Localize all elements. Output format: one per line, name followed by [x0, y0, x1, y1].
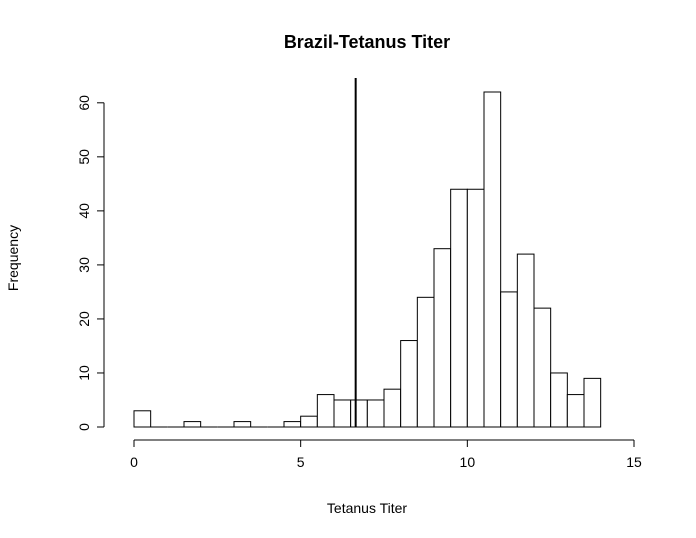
y-tick-label: 30 — [76, 257, 92, 273]
x-tick-label: 10 — [460, 454, 476, 470]
y-tick-label: 0 — [76, 423, 92, 431]
x-tick-label: 0 — [130, 454, 138, 470]
histogram-bar-9 — [283, 421, 302, 428]
histogram-bar-23 — [516, 253, 535, 428]
chart-title: Brazil-Tetanus Titer — [284, 32, 450, 52]
histogram-bar-11 — [316, 394, 335, 428]
histogram-bar-13 — [350, 399, 368, 428]
histogram-bar-6 — [233, 421, 252, 428]
histogram-bar-15 — [383, 388, 402, 428]
histogram-bars — [133, 91, 602, 428]
y-tick-label: 40 — [76, 203, 92, 219]
y-axis-label: Frequency — [5, 225, 21, 291]
y-tick-label: 20 — [76, 311, 92, 327]
histogram-bar-24 — [533, 307, 552, 428]
histogram-bar-20 — [466, 188, 485, 428]
histogram-bar-25 — [550, 372, 568, 428]
histogram-bar-19 — [450, 188, 468, 428]
x-axis-label: Tetanus Titer — [327, 500, 407, 516]
histogram-bar-21 — [483, 91, 502, 428]
histogram-bar-3 — [183, 421, 202, 428]
histogram-bar-14 — [366, 399, 385, 428]
histogram-bar-0 — [133, 410, 152, 428]
y-tick-label: 10 — [76, 365, 92, 381]
x-axis: 0 5 10 15 — [130, 439, 642, 470]
histogram-bar-17 — [416, 296, 435, 428]
y-tick-label: 50 — [76, 149, 92, 165]
y-tick-label: 60 — [76, 95, 92, 111]
histogram-bar-10 — [300, 415, 318, 428]
histogram-bar-22 — [500, 291, 518, 428]
x-tick-label: 15 — [626, 454, 642, 470]
y-axis: 0 10 20 30 40 50 60 — [76, 95, 105, 431]
histogram-bar-26 — [566, 394, 585, 428]
histogram-bar-27 — [583, 377, 602, 428]
x-tick-label: 5 — [297, 454, 305, 470]
histogram-bar-18 — [433, 248, 452, 428]
histogram-bar-12 — [333, 399, 352, 428]
histogram-bar-16 — [400, 340, 418, 428]
